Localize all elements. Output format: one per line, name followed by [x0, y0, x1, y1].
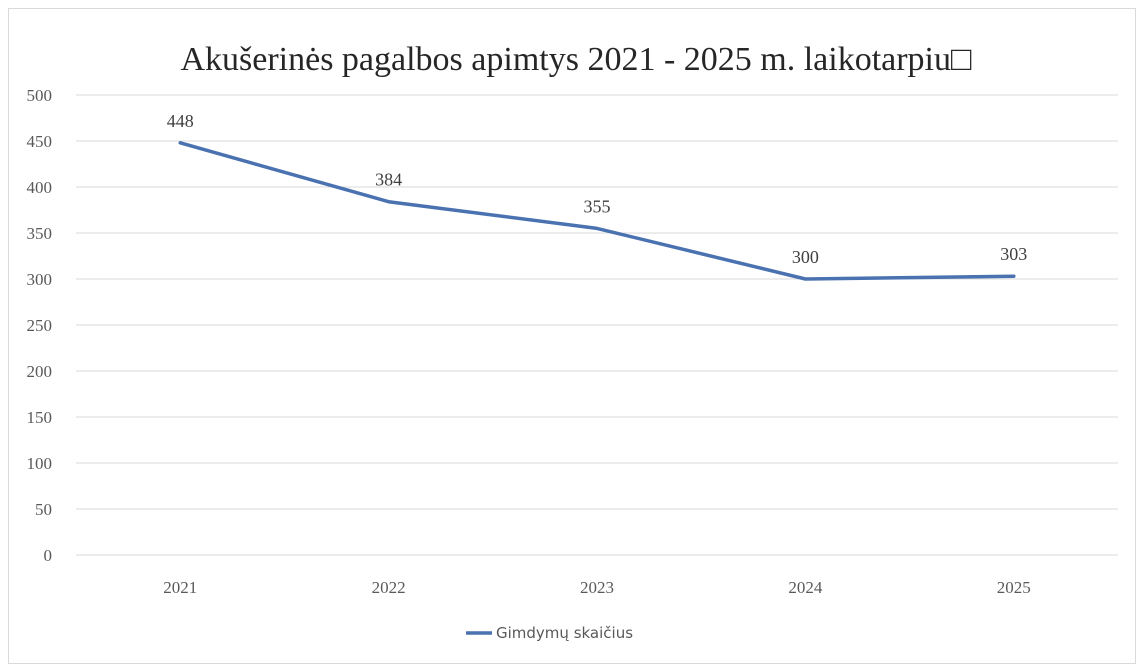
gridlines: [76, 94, 1118, 556]
y-tick-label: 400: [27, 178, 53, 197]
y-tick-label: 0: [44, 546, 53, 565]
x-axis-ticks: 2021 2022 2023 2024 2025: [163, 578, 1031, 597]
x-tick-label: 2021: [163, 578, 197, 597]
legend: Gimdymų skaičius: [466, 624, 633, 642]
y-axis-ticks: 0 50 100 150 200 250 300 350 400 450 500: [27, 86, 53, 565]
x-tick-label: 2022: [372, 578, 406, 597]
y-tick-label: 150: [27, 408, 53, 427]
y-tick-label: 50: [35, 500, 52, 519]
y-tick-label: 100: [27, 454, 53, 473]
chart-title: Akušerinės pagalbos apimtys 2021 - 2025 …: [180, 41, 972, 78]
x-tick-label: 2024: [788, 578, 823, 597]
legend-label: Gimdymų skaičius: [496, 624, 633, 642]
y-tick-label: 350: [27, 224, 53, 243]
data-label: 303: [1000, 244, 1027, 264]
data-labels: 448 384 355 300 303: [167, 111, 1028, 267]
y-tick-label: 300: [27, 270, 53, 289]
data-label: 300: [792, 247, 819, 267]
data-label: 448: [167, 111, 194, 131]
y-tick-label: 450: [27, 132, 53, 151]
x-tick-label: 2023: [580, 578, 614, 597]
x-tick-label: 2025: [997, 578, 1031, 597]
data-label: 355: [584, 196, 611, 216]
y-tick-label: 200: [27, 362, 53, 381]
data-label: 384: [375, 170, 402, 190]
y-tick-label: 500: [27, 86, 53, 105]
series-lines: [178, 141, 1016, 281]
y-tick-label: 250: [27, 316, 53, 335]
